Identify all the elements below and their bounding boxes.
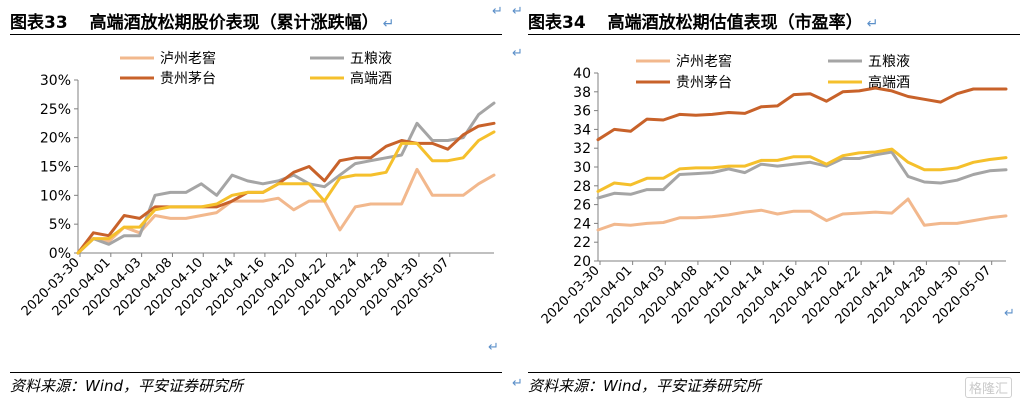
- paragraph-mark-icon: ↵: [512, 4, 523, 19]
- y-tick-label: 20: [573, 254, 591, 270]
- y-tick-label: 38: [573, 85, 591, 101]
- series-line: [596, 150, 1008, 200]
- panel-stock-performance: 图表33 高端酒放松期股价表现（累计涨跌幅） ↵ 0% 5% 10% 15% 20% 25% 3…: [0, 0, 508, 406]
- y-tick-label: 30: [573, 160, 591, 176]
- chart-stock-performance: 0%5%10%15%20%25%30%2020-03-302020-04-012…: [19, 50, 496, 319]
- y-tick-label: 30%: [40, 73, 71, 89]
- y-tick-label: 26: [573, 198, 591, 214]
- figure-number: 图表33: [10, 13, 68, 33]
- paragraph-mark-icon: ↵: [492, 4, 503, 19]
- legend-label: 泸州老窖: [160, 50, 216, 67]
- figure-title: 图表34 高端酒放松期估值表现（市盈率） ↵: [528, 8, 878, 33]
- legend-label: 泸州老窖: [676, 53, 732, 70]
- figure-title-text: 高端酒放松期估值表现（市盈率）: [607, 13, 863, 33]
- figure-title: 图表33 高端酒放松期股价表现（累计涨跌幅） ↵: [10, 8, 394, 33]
- legend-label: 五粮液: [868, 54, 910, 70]
- series-line: [596, 197, 1008, 232]
- figure-title-bar: 图表34 高端酒放松期估值表现（市盈率） ↵: [528, 6, 1020, 35]
- series-line: [76, 167, 496, 255]
- y-tick-label: 28: [573, 179, 591, 195]
- y-tick-label: 10%: [40, 188, 71, 204]
- paragraph-mark-icon: ↵: [866, 16, 879, 32]
- chart-valuation: 20222426283032343638402020-03-302020-04-…: [539, 53, 1008, 327]
- y-tick-label: 0%: [49, 246, 71, 262]
- series-line: [76, 121, 496, 255]
- paragraph-mark-icon: ↵: [512, 376, 523, 391]
- legend-label: 高端酒: [868, 74, 910, 91]
- y-tick-label: 34: [573, 122, 591, 138]
- paragraph-mark-icon: ↵: [1004, 306, 1015, 321]
- y-tick-label: 32: [573, 141, 591, 157]
- paragraph-mark-icon: ↵: [512, 46, 523, 61]
- source-bar: 资料来源：Wind，平安证券研究所: [10, 372, 502, 395]
- figure-title-bar: 图表33 高端酒放松期股价表现（累计涨跌幅） ↵: [10, 6, 502, 35]
- legend-label: 贵州茅台: [160, 71, 216, 87]
- series-line: [596, 86, 1008, 142]
- watermark-logo: 格隆汇: [964, 377, 1012, 398]
- y-tick-label: 24: [573, 216, 591, 232]
- legend-label: 高端酒: [350, 70, 392, 87]
- y-tick-label: 20%: [40, 131, 71, 147]
- y-tick-label: 22: [573, 235, 591, 251]
- series-line: [76, 130, 496, 255]
- figure-number: 图表34: [528, 13, 586, 33]
- source-bar: 资料来源：Wind，平安证券研究所: [528, 372, 1020, 395]
- source-note: 资料来源：Wind，平安证券研究所: [528, 377, 762, 395]
- panel-valuation: 图表34 高端酒放松期估值表现（市盈率） ↵ 20 22 24 26 28 30 32 34 36 3…: [518, 0, 1026, 406]
- legend-label: 贵州茅台: [676, 75, 732, 91]
- legend-label: 五粮液: [350, 51, 392, 67]
- y-tick-label: 40: [573, 66, 591, 82]
- source-note: 资料来源：Wind，平安证券研究所: [10, 377, 244, 395]
- y-tick-label: 25%: [40, 102, 71, 118]
- y-tick-label: 36: [573, 104, 591, 120]
- paragraph-mark-icon: ↵: [382, 16, 395, 32]
- y-tick-label: 15%: [40, 160, 71, 176]
- y-tick-label: 5%: [49, 217, 71, 233]
- figure-title-text: 高端酒放松期股价表现（累计涨跌幅）: [89, 13, 379, 33]
- paragraph-mark-icon: ↵: [488, 340, 499, 355]
- series-line: [596, 147, 1008, 193]
